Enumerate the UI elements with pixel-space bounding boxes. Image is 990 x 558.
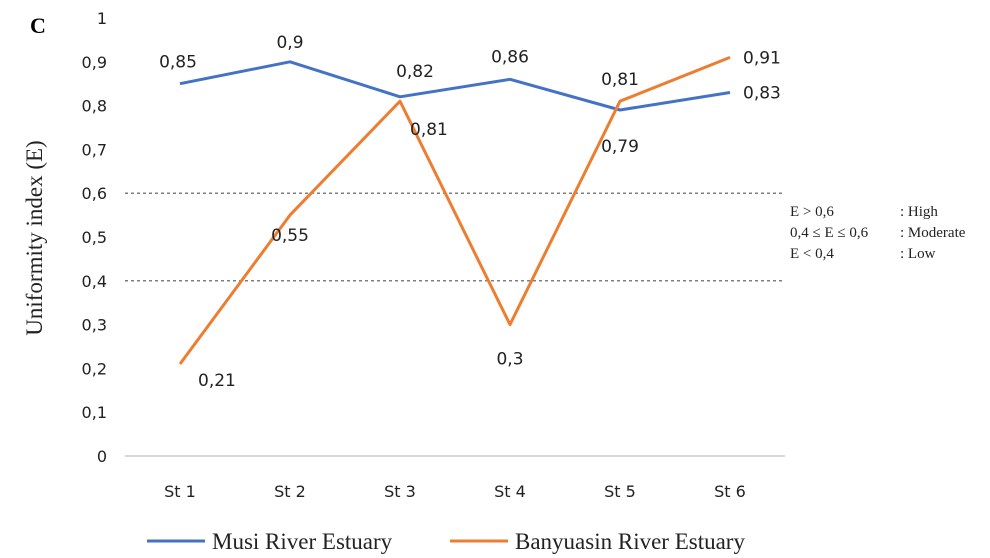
data-label-musi: 0,86 xyxy=(491,47,529,67)
legend-label-banyuasin: Banyuasin River Estuary xyxy=(515,529,745,554)
series-line-banyuasin xyxy=(178,56,731,365)
y-tick-label: 0,6 xyxy=(82,184,107,203)
threshold-moderate-condition: 0,4 ≤ E ≤ 0,6 xyxy=(790,225,869,241)
data-label-musi: 0,82 xyxy=(396,62,434,82)
data-label-banyuasin: 0,81 xyxy=(410,120,448,140)
y-tick-label: 0,7 xyxy=(82,140,107,159)
x-axis: St 1 St 2 St 3 St 4 St 5 St 6 xyxy=(125,455,785,501)
x-tick-label: St 3 xyxy=(384,482,416,501)
threshold-moderate-category: : Moderate xyxy=(900,225,966,241)
y-tick-label: 0,1 xyxy=(82,403,107,422)
y-tick-label: 0,4 xyxy=(82,272,107,291)
threshold-low-category: : Low xyxy=(900,246,936,262)
y-axis-ticks: 0 0,1 0,2 0,3 0,4 0,5 0,6 0,7 0,8 0,9 1 xyxy=(82,9,107,466)
series-legend: Musi River Estuary Banyuasin River Estua… xyxy=(147,529,745,554)
threshold-legend: E > 0,6 : High 0,4 ≤ E ≤ 0,6 : Moderate … xyxy=(790,204,966,262)
panel-label: C xyxy=(30,13,46,38)
data-label-musi: 0,85 xyxy=(159,53,197,73)
x-tick-label: St 2 xyxy=(274,482,306,501)
y-tick-label: 0,8 xyxy=(82,97,107,116)
data-label-banyuasin: 0,21 xyxy=(198,371,236,391)
y-axis-label-group: Uniformity index (E) xyxy=(22,140,47,335)
threshold-low-condition: E < 0,4 xyxy=(790,246,834,262)
y-tick-label: 0 xyxy=(97,447,107,466)
y-tick-label: 0,2 xyxy=(82,359,107,378)
data-label-banyuasin: 0,91 xyxy=(743,48,781,68)
reference-lines xyxy=(125,192,785,282)
threshold-high-category: : High xyxy=(900,204,938,220)
data-label-banyuasin: 0,3 xyxy=(496,350,523,370)
series-line-musi xyxy=(179,60,731,112)
x-tick-label: St 1 xyxy=(164,482,196,501)
data-labels: 0,85 0,9 0,82 0,86 0,79 0,83 0,21 0,55 0,81 0,3 0,… xyxy=(159,33,781,391)
data-label-banyuasin: 0,55 xyxy=(271,226,309,246)
threshold-high-condition: E > 0,6 xyxy=(790,204,834,220)
data-label-musi: 0,9 xyxy=(276,33,303,53)
y-tick-label: 0,9 xyxy=(82,53,107,72)
data-label-musi: 0,79 xyxy=(601,137,639,157)
x-tick-label: St 5 xyxy=(604,482,636,501)
y-axis-label: Uniformity index (E) xyxy=(22,140,47,335)
y-tick-label: 0,3 xyxy=(82,316,107,335)
x-tick-label: St 4 xyxy=(494,482,526,501)
y-tick-label: 0,5 xyxy=(82,228,107,247)
data-label-musi: 0,83 xyxy=(743,83,781,103)
series-lines xyxy=(178,56,731,365)
y-tick-label: 1 xyxy=(97,9,107,28)
legend-label-musi: Musi River Estuary xyxy=(212,529,393,554)
data-label-banyuasin: 0,81 xyxy=(601,70,639,90)
x-tick-label: St 6 xyxy=(714,482,746,501)
